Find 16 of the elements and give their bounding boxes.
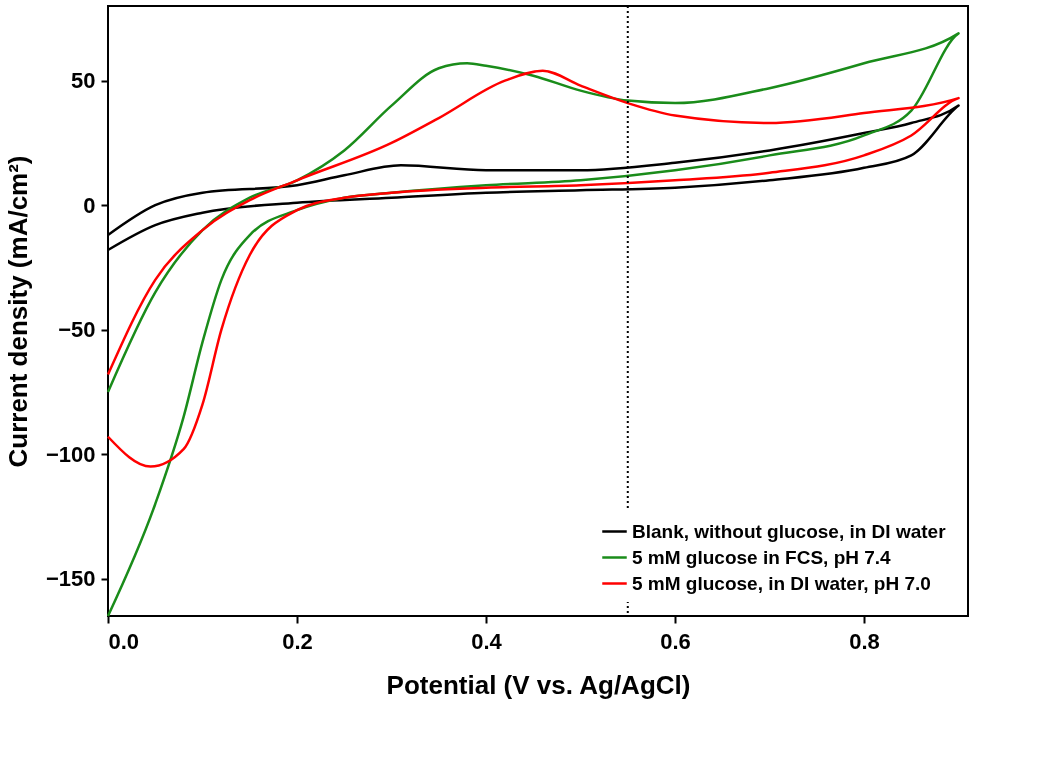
y-tick-label: −50 (58, 317, 96, 343)
x-tick-label: 0.8 (849, 628, 880, 654)
y-tick-label: 0 (83, 192, 96, 218)
x-tick-label: 0.6 (660, 628, 691, 654)
y-tick-label: −100 (45, 441, 96, 467)
x-tick-label: 0.4 (471, 628, 503, 654)
line-series (106, 69, 960, 468)
x-tick-label: 0.0 (108, 628, 140, 654)
legend-label: 5 mM glucose in FCS, pH 7.4 (632, 546, 892, 568)
legend-label: Blank, without glucose, in DI water (632, 520, 947, 542)
x-axis-title: Potential (V vs. Ag/AgCl) (386, 669, 691, 700)
y-tick-label: −150 (45, 566, 96, 592)
x-tick-label: 0.2 (282, 628, 313, 654)
y-axis-title: Current density (mA/cm²) (2, 155, 33, 468)
legend-label: 5 mM glucose, in DI water, pH 7.0 (632, 572, 931, 594)
y-tick-label: 50 (71, 68, 96, 94)
